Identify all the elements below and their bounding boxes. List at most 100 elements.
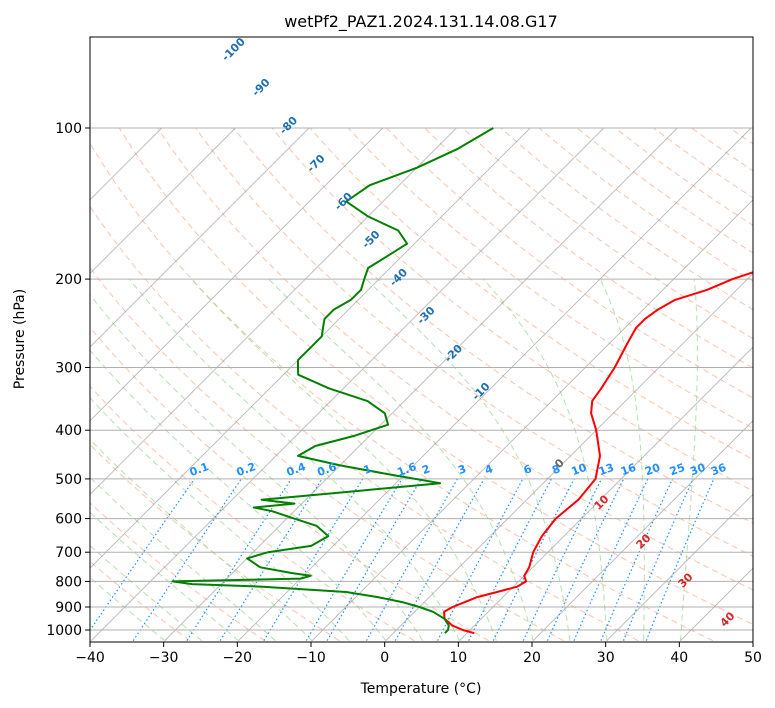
x-tick-label: −40 (75, 650, 105, 666)
dry-adiabat (90, 326, 490, 642)
mixing-ratio-label: 1.6 (395, 460, 418, 479)
plot-frame (89, 36, 754, 643)
dry-adiabat-label: -100 (219, 35, 248, 64)
y-tick-label: 800 (55, 574, 82, 590)
mixing-ratio-line (219, 478, 323, 641)
dry-adiabat-label: -60 (332, 190, 355, 213)
x-tick-label: −10 (296, 650, 326, 666)
dry-adiabat-label: -30 (414, 304, 437, 327)
mixing-ratio-label: 30 (688, 461, 707, 479)
y-tick-label: 600 (55, 512, 82, 528)
mixing-ratio-label: 0.1 (188, 460, 211, 479)
x-tick-label: 10 (449, 650, 467, 666)
moist-adiabat-label: 40 (718, 609, 738, 629)
dry-adiabat-label: -10 (469, 380, 492, 403)
y-tick-label: 1000 (46, 623, 82, 639)
dry-adiabat (233, 127, 753, 524)
mixing-ratio-line (263, 478, 364, 641)
mixing-ratio-line (326, 478, 422, 641)
dry-adiabat (90, 142, 714, 642)
mixing-ratio-line (522, 478, 603, 641)
dry-adiabat (386, 127, 753, 399)
mixing-ratio-line (468, 478, 552, 641)
moist-adiabat (128, 278, 460, 641)
moist-adiabat (365, 278, 571, 641)
mixing-ratio-line (437, 478, 524, 641)
dry-adiabat (90, 205, 639, 642)
mixing-ratio-line (645, 478, 715, 641)
moist-adiabat (90, 397, 350, 641)
chart-title: wetPf2_PAZ1.2024.131.14.08.G17 (284, 12, 558, 32)
x-tick-label: −30 (149, 650, 179, 666)
y-tick-label: 400 (55, 423, 82, 439)
dry-adiabat (653, 127, 753, 199)
dry-adiabat-label: -40 (387, 266, 410, 289)
isotherm (90, 127, 236, 275)
mixing-ratio-line (186, 478, 292, 641)
isotherm (680, 567, 753, 641)
dry-adiabat-label: -70 (304, 152, 327, 175)
mixing-ratio-label: 10 (570, 461, 589, 479)
dry-adiabat-label: -90 (249, 76, 272, 99)
isotherm (459, 346, 753, 641)
moist-adiabat-label: 20 (634, 531, 654, 551)
dry-adiabat (156, 127, 753, 591)
moist-adiabat (482, 278, 608, 641)
moist-adiabat (90, 293, 424, 641)
moist-adiabat (90, 476, 276, 641)
mixing-ratio-line (492, 478, 575, 641)
mixing-ratio-label: 25 (668, 461, 687, 478)
isotherm (90, 127, 605, 641)
y-tick-label: 100 (55, 121, 82, 137)
dry-adiabat (424, 127, 753, 369)
isotherm (90, 127, 310, 348)
x-tick-label: 50 (744, 650, 762, 666)
mixing-ratio-label: 13 (597, 461, 616, 478)
x-tick-label: −20 (223, 650, 253, 666)
dry-adiabat (90, 443, 340, 642)
mixing-ratio-line (573, 478, 649, 641)
isotherm (238, 127, 752, 641)
dry-adiabat (500, 127, 753, 311)
y-tick-label: 500 (55, 472, 82, 488)
x-tick-label: 30 (597, 650, 615, 666)
x-tick-label: 20 (523, 650, 541, 666)
dry-adiabat (576, 127, 753, 254)
moist-adiabat (90, 511, 239, 641)
mixing-ratio-label: 6 (522, 462, 534, 477)
moist-adiabat (268, 278, 534, 641)
mixing-ratio-label: 0.6 (316, 460, 339, 479)
y-tick-label: 700 (55, 545, 82, 561)
isotherm (90, 127, 457, 496)
isotherm (532, 420, 753, 641)
mixing-ratio-line (600, 478, 674, 641)
mixing-ratio-line (90, 478, 195, 632)
dewpoint-profile-line (171, 127, 494, 634)
mixing-ratio-label: 3 (456, 462, 468, 477)
mixing-ratio-label: 2 (420, 462, 432, 477)
mixing-ratio-line (546, 478, 625, 641)
mixing-ratio-label: 20 (643, 461, 662, 479)
mixing-ratio-label: 1 (362, 462, 374, 477)
isotherm (90, 127, 531, 569)
mixing-ratio-label: 0.2 (235, 460, 258, 479)
y-tick-label: 200 (55, 272, 82, 288)
isotherm (754, 128, 775, 641)
mixing-ratio-line (305, 478, 403, 641)
isotherm (311, 199, 753, 641)
isotherm (385, 272, 753, 641)
temperature-profile-line (443, 271, 753, 635)
isotherm (164, 127, 678, 641)
x-tick-label: 40 (670, 650, 688, 666)
mixing-ratio-line (622, 478, 694, 641)
y-tick-label: 900 (55, 600, 82, 616)
isotherm (90, 127, 384, 422)
dry-adiabat (729, 127, 753, 145)
moist-adiabat (599, 278, 645, 641)
dry-adiabat (614, 127, 753, 226)
dry-adiabat (118, 127, 753, 625)
mixing-ratio-label: 16 (619, 461, 638, 479)
dry-adiabat (538, 127, 753, 282)
moist-adiabat (680, 279, 698, 641)
